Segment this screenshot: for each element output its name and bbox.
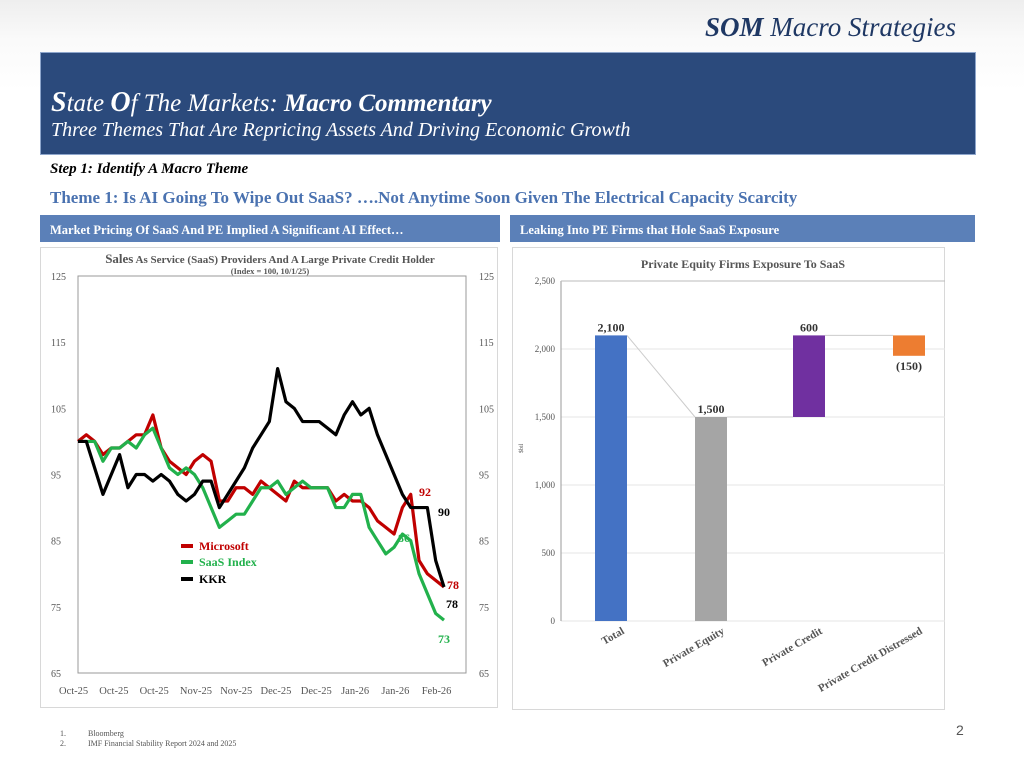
y-tick-right: 115 bbox=[479, 338, 494, 349]
label-saas-86: 86 bbox=[398, 531, 410, 545]
x-category-label: Private Equity bbox=[661, 625, 727, 670]
y-tick: 1,500 bbox=[535, 412, 556, 422]
data-label: 1,500 bbox=[698, 402, 725, 416]
left-panel-header: Market Pricing Of SaaS And PE Implied A … bbox=[40, 215, 500, 242]
y-tick-left: 115 bbox=[51, 338, 66, 349]
waterfall-title: Private Equity Firms Exposure To SaaS bbox=[641, 257, 845, 271]
y-tick-left: 105 bbox=[51, 404, 66, 415]
y-tick-right: 95 bbox=[479, 471, 489, 482]
x-category-label: Private Credit Distressed bbox=[816, 625, 924, 694]
y-tick: 0 bbox=[551, 616, 556, 626]
data-label: 2,100 bbox=[598, 320, 625, 334]
legend-kkr: KKR bbox=[199, 572, 227, 586]
right-panel-header: Leaking Into PE Firms that Hole SaaS Exp… bbox=[510, 215, 975, 242]
brand-logo: SOM Macro Strategies bbox=[705, 12, 956, 42]
label-kkr-end: 78 bbox=[446, 597, 458, 611]
series-microsoft bbox=[77, 413, 445, 589]
legend: Microsoft SaaS Index KKR bbox=[181, 539, 257, 586]
y-tick-right: 65 bbox=[479, 669, 489, 680]
y-tick: 500 bbox=[542, 548, 556, 558]
x-tick-label: Jan-26 bbox=[341, 686, 369, 697]
y-tick: 2,500 bbox=[535, 276, 556, 286]
line-chart: Sales As Service (SaaS) Providers And A … bbox=[51, 251, 494, 697]
x-tick-label: Nov-25 bbox=[220, 686, 252, 697]
x-tick-label: Oct-25 bbox=[99, 686, 128, 697]
x-tick-label: Jan-26 bbox=[381, 686, 409, 697]
y-tick-right: 85 bbox=[479, 537, 489, 548]
label-kkr-90: 90 bbox=[438, 505, 450, 519]
data-label: (150) bbox=[896, 359, 922, 373]
x-tick-label: Nov-25 bbox=[180, 686, 212, 697]
bar-total bbox=[595, 335, 627, 621]
y-axis-label: $bil bbox=[518, 443, 525, 453]
x-tick-label: Dec-25 bbox=[261, 686, 292, 697]
y-tick-right: 75 bbox=[479, 603, 489, 614]
footnote-2: 2. IMF Financial Stability Report 2024 an… bbox=[60, 739, 237, 748]
label-msft-92: 92 bbox=[419, 485, 431, 499]
y-tick-right: 125 bbox=[479, 272, 494, 283]
footnote-1: 1. Bloomberg bbox=[60, 729, 124, 738]
line-chart-subtitle: (Index = 100, 10/1/25) bbox=[231, 266, 310, 276]
y-tick: 1,000 bbox=[535, 480, 556, 490]
bar-private-credit-distressed bbox=[893, 335, 925, 356]
page-number: 2 bbox=[956, 722, 964, 738]
theme-heading: Theme 1: Is AI Going To Wipe Out SaaS? …… bbox=[50, 188, 798, 207]
y-tick-left: 95 bbox=[51, 471, 61, 482]
y-tick: 2,000 bbox=[535, 344, 556, 354]
bar-private-credit bbox=[793, 335, 825, 417]
data-label: 600 bbox=[800, 320, 818, 334]
waterfall-chart: Private Equity Firms Exposure To SaaS $b… bbox=[518, 257, 945, 695]
title-banner: State Of The Markets: Macro Commentary T… bbox=[40, 52, 976, 155]
x-category-label: Total bbox=[600, 625, 627, 647]
label-msft-end: 78 bbox=[447, 578, 459, 592]
connector bbox=[626, 335, 696, 418]
page-title: State Of The Markets: Macro Commentary bbox=[51, 87, 492, 118]
x-category-label: Private Credit bbox=[760, 625, 825, 669]
x-tick-label: Oct-25 bbox=[140, 686, 169, 697]
bar-private-equity bbox=[695, 417, 727, 621]
line-chart-box: Sales As Service (SaaS) Providers And A … bbox=[40, 247, 498, 708]
y-tick-left: 65 bbox=[51, 669, 61, 680]
label-saas-end: 73 bbox=[438, 632, 450, 646]
step-heading: Step 1: Identify A Macro Theme bbox=[50, 161, 249, 177]
x-tick-label: Feb-26 bbox=[422, 686, 452, 697]
series-kkr bbox=[78, 367, 446, 588]
line-chart-title: Sales As Service (SaaS) Providers And A … bbox=[105, 251, 435, 266]
y-tick-left: 75 bbox=[51, 603, 61, 614]
legend-saas: SaaS Index bbox=[199, 555, 257, 569]
waterfall-chart-box: Private Equity Firms Exposure To SaaS $b… bbox=[512, 247, 945, 710]
y-tick-left: 125 bbox=[51, 272, 66, 283]
y-tick-right: 105 bbox=[479, 404, 494, 415]
x-tick-label: Oct-25 bbox=[59, 686, 88, 697]
legend-microsoft: Microsoft bbox=[199, 539, 249, 553]
x-tick-label: Dec-25 bbox=[301, 686, 332, 697]
series-saas-index bbox=[78, 426, 445, 622]
plot-area bbox=[77, 275, 467, 674]
page-subtitle: Three Themes That Are Repricing Assets A… bbox=[51, 119, 631, 141]
y-tick-left: 85 bbox=[51, 537, 61, 548]
